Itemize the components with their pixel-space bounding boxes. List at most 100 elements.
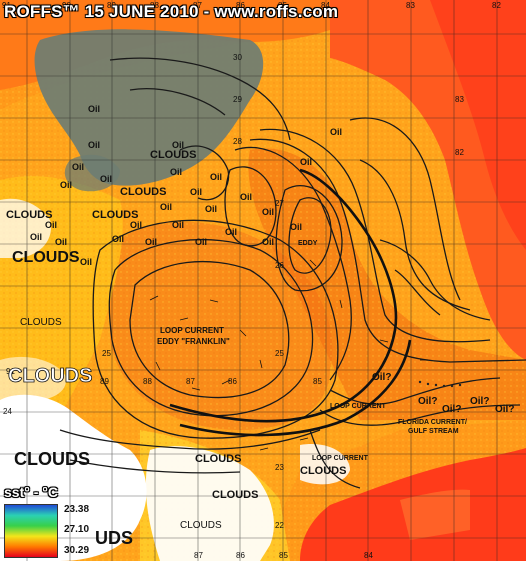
oil-label: Oil: [30, 232, 42, 242]
lon-tick-label: 91: [2, 1, 11, 10]
oil-label: Oil: [205, 204, 217, 214]
clouds-label: CLOUDS: [195, 453, 241, 465]
oil-question-label: Oil?: [442, 404, 461, 415]
sst-contours: [59, 57, 526, 489]
map-title: ROFFS™ 15 JUNE 2010 - www.roffs.com: [4, 2, 339, 21]
legend-mid-value: 27.10: [64, 524, 90, 535]
oil-question-label: Oil?: [470, 396, 489, 407]
loop-current-label: LOOP CURRENT: [330, 403, 387, 410]
lon-tick-label: 84: [321, 1, 330, 10]
oil-label: Oil: [60, 180, 72, 190]
oil-label: Oil: [100, 174, 112, 184]
florida-current-label: FLORIDA CURRENT/: [398, 419, 467, 426]
eddy-label: EDDY: [298, 240, 318, 247]
clouds-label: CLOUDS: [120, 186, 166, 198]
oil-label: Oil: [290, 222, 302, 232]
oil-slick-plume: [34, 29, 264, 186]
oil-label: Oil: [170, 167, 182, 177]
eddy-franklin-label: EDDY "FRANKLIN": [157, 337, 230, 346]
oil-labels: Oil Oil Oil Oil Oil Oil Oil Oil Oil Oil …: [30, 104, 342, 267]
lon-tick-label: 86: [236, 1, 245, 10]
legend-title: sst° - °C: [4, 484, 58, 500]
lat-tick-label: 24: [3, 407, 12, 416]
lon-tick-label: 85: [279, 551, 288, 560]
grid-tick-label: 29: [233, 95, 242, 104]
loop-current-front: [169, 168, 412, 437]
legend-min-value: 23.38: [64, 504, 90, 515]
oil-question-label: Oil?: [372, 372, 391, 383]
clouds-label: CLOUDS: [8, 365, 92, 387]
oil-label: Oil: [210, 172, 222, 182]
grid-tick-label: 91: [6, 367, 15, 376]
florida-keys: [418, 380, 462, 388]
grid-tick-label: 27: [275, 199, 284, 208]
oil-label: Oil: [225, 227, 237, 237]
oil-label: Oil: [88, 104, 100, 114]
oil-label: Oil: [112, 234, 124, 244]
grid-tick-label: 83: [455, 95, 464, 104]
cloud-west: [0, 198, 51, 258]
north-coast-land: [0, 0, 330, 90]
grid-tick-label: 25: [275, 349, 284, 358]
grid-tick-label: 26: [275, 261, 284, 270]
grid-tick-label: 28: [233, 137, 242, 146]
lon-tick-label: 82: [492, 1, 501, 10]
oil-label: Oil: [300, 157, 312, 167]
clouds-label: CLOUDS: [212, 489, 258, 501]
grid-labels: 91 90 89 88 87 86 85 84 83 82 87 86 85 8…: [2, 1, 501, 560]
interior-grid-labels: 89 88 87 86 85 30 29 28 27 26 25 25 83 8…: [6, 53, 464, 530]
cuba-land-inner: [400, 489, 470, 540]
grid-tick-label: 82: [455, 148, 464, 157]
clouds-label: CLOUDS: [6, 209, 52, 221]
oil-label: Oil: [45, 220, 57, 230]
grid-tick-label: 25: [102, 349, 111, 358]
oil-label: Oil: [172, 140, 184, 150]
lon-tick-label: 84: [364, 551, 373, 560]
oil-label: Oil: [172, 220, 184, 230]
oil-slick-lobe: [64, 154, 120, 192]
cloud-labels: CLOUDS CLOUDS CLOUDS CLOUDS CLOUDS CLOUD…: [6, 149, 346, 531]
clouds-label: CLOUDS: [12, 249, 80, 266]
grid-tick-label: 23: [275, 463, 284, 472]
lon-tick-label: 85: [278, 1, 287, 10]
cloud-west-2: [0, 356, 66, 402]
oil-question-label: Oil?: [418, 396, 437, 407]
clouds-label: CLOUDS: [20, 317, 62, 328]
oil-label: Oil: [262, 207, 274, 217]
grid-tick-label: 89: [100, 377, 109, 386]
lon-tick-label: 88: [150, 1, 159, 10]
grid-tick-label: 85: [313, 377, 322, 386]
current-arrows: [149, 259, 428, 451]
feature-labels: LOOP CURRENT EDDY "FRANKLIN" LOOP CURREN…: [95, 240, 467, 548]
oil-label: Oil: [160, 202, 172, 212]
clouds-label: CLOUDS: [180, 520, 222, 531]
clouds-label: CLOUDS: [92, 209, 138, 221]
cloud-south: [145, 446, 274, 561]
grid-tick-label: 22: [275, 521, 284, 530]
lon-tick-label: 89: [107, 1, 116, 10]
oil-question-label: Oil?: [495, 404, 514, 415]
color-scale-bar: [4, 504, 58, 558]
lon-tick-label: 86: [236, 551, 245, 560]
oil-label: Oil: [72, 162, 84, 172]
oil-label: Oil: [55, 237, 67, 247]
oil-question-labels: Oil? Oil? Oil? Oil? Oil?: [372, 372, 514, 415]
clouds-label: CLOUDS: [14, 449, 90, 469]
oil-label: Oil: [130, 220, 142, 230]
grid-tick-label: 88: [143, 377, 152, 386]
oil-label: Oil: [88, 140, 100, 150]
lon-tick-label: 87: [194, 551, 203, 560]
lon-tick-label: 83: [406, 1, 415, 10]
clouds-label: CLOUDS: [150, 149, 196, 161]
oil-label: Oil: [80, 257, 92, 267]
clouds-label: CLOUDS: [300, 465, 346, 477]
oil-label: Oil: [195, 237, 207, 247]
oil-label: Oil: [330, 127, 342, 137]
grid-tick-label: 30: [233, 53, 242, 62]
oil-label: Oil: [262, 237, 274, 247]
loop-current-eddy-label: LOOP CURRENT: [160, 326, 224, 335]
loop-current-label: LOOP CURRENT: [312, 455, 369, 462]
